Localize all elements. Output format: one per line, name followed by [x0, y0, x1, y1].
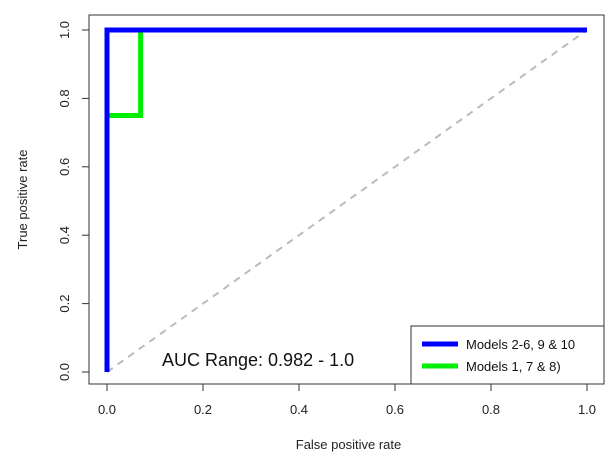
y-tick-label: 0.0 [57, 363, 72, 381]
legend-label-models-1-7-8: Models 1, 7 & 8) [466, 359, 561, 374]
y-axis-title: True positive rate [15, 150, 30, 250]
y-tick-label: 1.0 [57, 21, 72, 39]
x-tick-label: 0.6 [386, 402, 404, 417]
y-tick-label: 0.4 [57, 226, 72, 244]
x-tick-label: 0.4 [290, 402, 308, 417]
y-tick-label: 0.8 [57, 89, 72, 107]
y-tick-label: 0.6 [57, 158, 72, 176]
y-axis: 0.0 0.2 0.4 0.6 0.8 1.0 [57, 21, 89, 381]
x-tick-label: 0.8 [482, 402, 500, 417]
x-axis-title: False positive rate [296, 437, 402, 452]
y-tick-label: 0.2 [57, 295, 72, 313]
series-layer [104, 27, 587, 372]
plot-frame [88, 14, 605, 385]
legend: Models 2-6, 9 & 10 Models 1, 7 & 8) [410, 325, 605, 385]
x-tick-label: 0.0 [98, 402, 116, 417]
x-tick-label: 0.2 [194, 402, 212, 417]
x-tick-label: 1.0 [578, 402, 596, 417]
legend-box [410, 325, 605, 385]
legend-label-models-2-6-9-10: Models 2-6, 9 & 10 [466, 337, 575, 352]
x-axis: 0.0 0.2 0.4 0.6 0.8 1.0 [98, 384, 596, 417]
auc-annotation: AUC Range: 0.982 - 1.0 [162, 350, 354, 370]
series-line-models-2-6-9-10 [104, 27, 587, 372]
